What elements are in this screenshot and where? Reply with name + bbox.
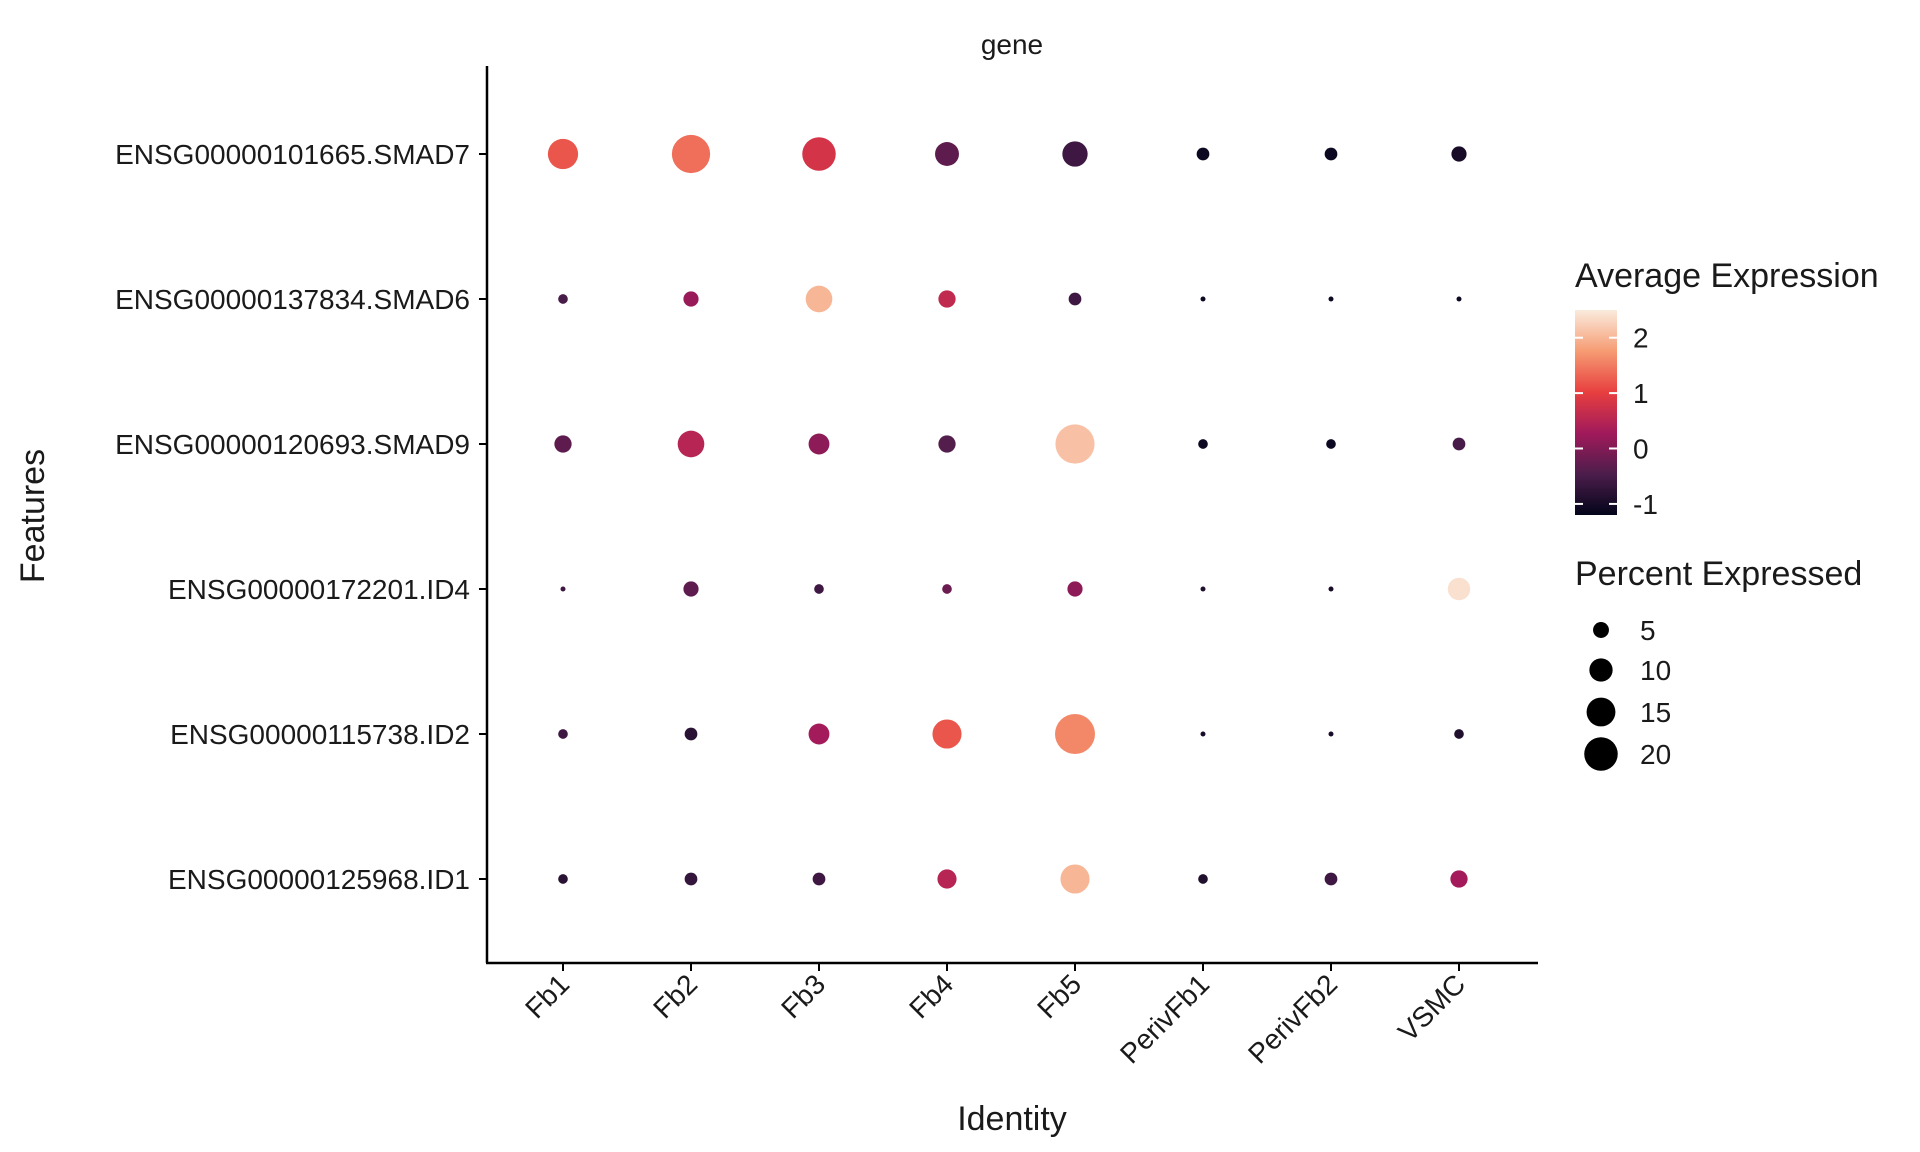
color-legend-ticks: 2 1 0 -1 — [1575, 323, 1658, 520]
feature-label: ENSG00000125968.ID1 — [168, 864, 470, 895]
dot-fb5-5 — [1060, 864, 1090, 894]
dot-perivfb1-5 — [1198, 874, 1208, 884]
identity-label: Fb3 — [775, 968, 831, 1024]
dot-vsmc-3 — [1447, 577, 1471, 601]
feature-label: ENSG00000120693.SMAD9 — [115, 429, 470, 460]
dot-perivfb2-1 — [1328, 296, 1334, 302]
size-legend-dot — [1584, 737, 1618, 771]
dot-perivfb1-1 — [1200, 296, 1206, 302]
feature-label: ENSG00000115738.ID2 — [170, 719, 470, 750]
dot-fb5-3 — [1067, 581, 1083, 597]
color-tick-label: 0 — [1633, 434, 1649, 465]
size-legend-label: 10 — [1640, 655, 1671, 686]
color-tick-label: 2 — [1633, 323, 1649, 354]
size-legend-label: 15 — [1640, 697, 1671, 728]
dot-fb4-5 — [937, 869, 957, 889]
dot-fb4-3 — [942, 584, 952, 594]
dot-fb1-3 — [560, 586, 566, 592]
dot-fb4-1 — [938, 290, 956, 308]
dot-fb2-5 — [684, 872, 698, 886]
dot-vsmc-0 — [1451, 146, 1467, 162]
dot-vsmc-2 — [1452, 437, 1466, 451]
color-tick-label: 1 — [1633, 378, 1649, 409]
size-legend: Percent Expressed 5 10 15 20 — [1575, 555, 1862, 771]
dot-vsmc-5 — [1450, 870, 1468, 888]
identity-label: VSMC — [1392, 968, 1471, 1047]
dot-fb3-3 — [814, 584, 824, 594]
dot-fb4-0 — [935, 142, 959, 166]
y-ticks: ENSG00000101665.SMAD7 ENSG00000137834.SMA… — [115, 139, 487, 895]
feature-label: ENSG00000137834.SMAD6 — [115, 284, 470, 315]
feature-label: ENSG00000101665.SMAD7 — [115, 139, 470, 170]
dot-perivfb2-3 — [1328, 586, 1334, 592]
dot-fb3-1 — [805, 285, 833, 313]
facet-title: gene — [981, 29, 1043, 60]
identity-label: Fb5 — [1031, 968, 1087, 1024]
identity-label: Fb1 — [519, 968, 575, 1024]
dot-perivfb2-2 — [1326, 439, 1336, 449]
dot-fb2-2 — [677, 430, 705, 458]
identity-label: Fb2 — [647, 968, 703, 1024]
dot-perivfb1-0 — [1196, 147, 1210, 161]
dot-fb1-2 — [554, 435, 572, 453]
dot-fb2-4 — [684, 727, 698, 741]
dot-fb1-0 — [547, 138, 579, 170]
dot-perivfb2-5 — [1324, 872, 1338, 886]
size-legend-label: 5 — [1640, 615, 1656, 646]
dot-fb4-2 — [938, 435, 956, 453]
dot-fb3-5 — [812, 872, 826, 886]
dot-fb5-1 — [1068, 292, 1082, 306]
dot-perivfb2-0 — [1324, 147, 1338, 161]
dot-perivfb1-2 — [1198, 439, 1208, 449]
identity-label: Fb4 — [903, 968, 959, 1024]
x-axis-title: Identity — [957, 1100, 1067, 1138]
size-legend-dot — [1593, 622, 1609, 638]
size-legend-title: Percent Expressed — [1575, 555, 1862, 593]
dot-fb4-4 — [932, 719, 962, 749]
size-legend-dot — [1589, 658, 1613, 682]
x-ticks: Fb1 Fb2 Fb3 Fb4 Fb5 PerivFb1 PerivFb2 VSMC — [519, 963, 1471, 1069]
size-legend-dot — [1586, 697, 1616, 727]
dot-fb1-1 — [558, 294, 568, 304]
dot-fb2-0 — [671, 134, 711, 174]
dot-fb5-4 — [1055, 714, 1095, 754]
dot-vsmc-4 — [1454, 729, 1464, 739]
dot-fb5-0 — [1062, 141, 1088, 167]
dot-fb1-5 — [558, 874, 568, 884]
dot-fb2-1 — [683, 291, 699, 307]
color-legend-title: Average Expression — [1575, 257, 1879, 295]
color-legend: Average Expression 2 1 0 -1 — [1575, 257, 1879, 520]
dot-fb3-0 — [802, 137, 836, 171]
identity-label: PerivFb2 — [1242, 968, 1343, 1069]
dots — [547, 134, 1471, 894]
dot-fb3-2 — [808, 433, 830, 455]
dot-perivfb1-3 — [1200, 586, 1206, 592]
dot-fb2-3 — [683, 581, 699, 597]
identity-label: PerivFb1 — [1114, 968, 1215, 1069]
dot-vsmc-1 — [1456, 296, 1462, 302]
y-axis-title: Features — [14, 449, 52, 583]
size-legend-items: 5 10 15 20 — [1584, 615, 1671, 771]
feature-label: ENSG00000172201.ID4 — [168, 574, 470, 605]
size-legend-label: 20 — [1640, 739, 1671, 770]
color-tick-label: -1 — [1633, 489, 1658, 520]
dot-fb5-2 — [1055, 424, 1095, 464]
dot-perivfb1-4 — [1200, 731, 1206, 737]
dot-fb1-4 — [558, 729, 568, 739]
color-bar — [1575, 310, 1617, 515]
dot-perivfb2-4 — [1328, 731, 1334, 737]
dot-fb3-4 — [808, 723, 830, 745]
